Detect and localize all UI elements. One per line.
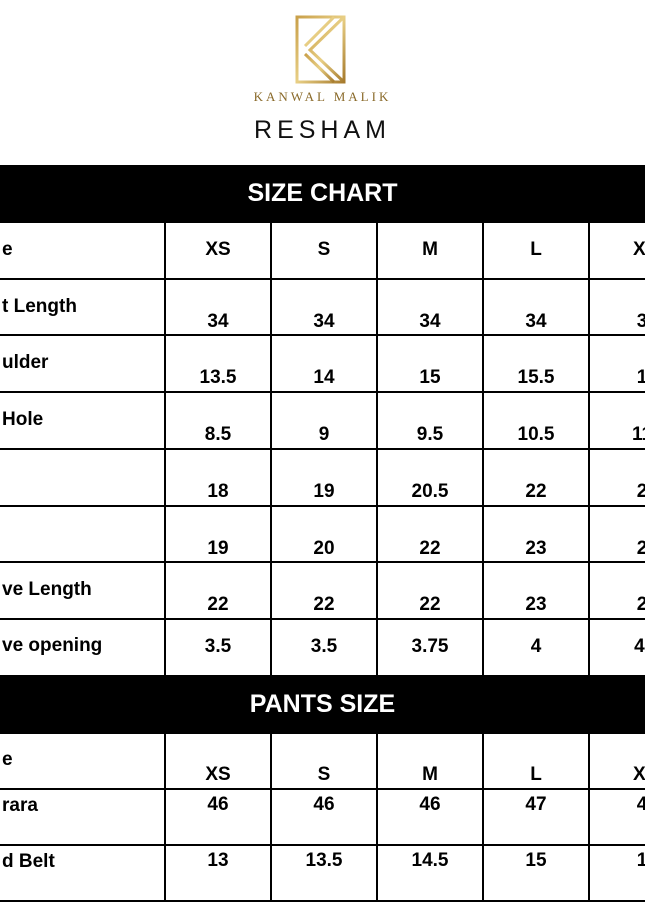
- row-label: ulder: [2, 352, 49, 374]
- cell-value: 13: [207, 850, 229, 871]
- row-line: [0, 674, 645, 677]
- cell-value: 1: [636, 850, 645, 871]
- col-line: [164, 733, 166, 901]
- row-line: [0, 447, 645, 450]
- column-header: M: [422, 764, 438, 785]
- row-line: [0, 617, 645, 620]
- cell-value: 19: [313, 480, 335, 502]
- cell-value: 2: [636, 537, 645, 559]
- row-label: t Length: [2, 295, 77, 317]
- cell-value: 13.5: [199, 367, 237, 389]
- cell-value: 34: [419, 310, 441, 332]
- cell-value: 4: [636, 794, 645, 815]
- cell-value: 23: [525, 594, 547, 616]
- column-header: L: [530, 239, 542, 260]
- cell-value: 14.5: [411, 850, 449, 871]
- cell-value: 22: [525, 480, 547, 502]
- col-line: [482, 222, 484, 676]
- column-header: L: [530, 764, 542, 785]
- cell-value: 22: [419, 537, 441, 559]
- cell-value: 22: [313, 594, 335, 616]
- cell-value: 19: [207, 537, 229, 559]
- row-label: rara: [2, 795, 38, 816]
- cell-value: 34: [313, 310, 335, 332]
- row-line: [0, 844, 645, 846]
- cell-value: 4: [530, 635, 542, 657]
- section-title: PANTS SIZE: [0, 676, 645, 733]
- row-line: [0, 732, 645, 734]
- row-line: [0, 504, 645, 507]
- cell-value: 46: [207, 794, 229, 815]
- cell-value: 15: [525, 850, 547, 871]
- cell-value: 15.5: [517, 367, 555, 389]
- col-line: [164, 222, 166, 676]
- row-label: ve Length: [2, 579, 92, 601]
- row-label: Hole: [2, 409, 44, 431]
- cell-value: 10.5: [517, 424, 555, 446]
- cell-value: 2: [636, 594, 645, 616]
- row-line: [0, 561, 645, 564]
- cell-value: 23: [525, 537, 547, 559]
- cell-value: 34: [207, 310, 229, 332]
- cell-value: 47: [525, 794, 547, 815]
- row-label: d Belt: [2, 851, 55, 872]
- cell-value: 15: [419, 367, 441, 389]
- column-header: S: [317, 764, 331, 785]
- brand-name: KANWAL MALIK: [253, 89, 392, 104]
- col-line: [270, 733, 272, 901]
- column-header: e: [2, 239, 13, 260]
- row-line: [0, 788, 645, 790]
- column-header: XS: [205, 764, 231, 785]
- column-header: M: [422, 239, 438, 260]
- cell-value: 3.5: [310, 635, 338, 657]
- cell-value: 22: [419, 594, 441, 616]
- cell-value: 3.5: [204, 635, 232, 657]
- cell-value: 20: [313, 537, 335, 559]
- cell-value: 14: [313, 367, 335, 389]
- row-line: [0, 900, 645, 902]
- cell-value: 4.: [634, 635, 645, 657]
- cell-value: 2: [636, 480, 645, 502]
- collection-name: RESHAM: [254, 116, 391, 144]
- cell-value: 46: [419, 794, 441, 815]
- row-line: [0, 334, 645, 337]
- cell-value: 20.5: [411, 480, 449, 502]
- row-line: [0, 391, 645, 394]
- col-line: [376, 733, 378, 901]
- col-line: [588, 733, 590, 901]
- cell-value: 22: [207, 594, 229, 616]
- cell-value: 3: [636, 310, 645, 332]
- column-header: e: [2, 749, 13, 770]
- cell-value: 46: [313, 794, 335, 815]
- col-line: [482, 733, 484, 901]
- row-label: ve opening: [2, 634, 103, 656]
- cell-value: 9.5: [416, 424, 444, 446]
- cell-value: 8.5: [204, 424, 232, 446]
- cell-value: 18: [207, 480, 229, 502]
- cell-value: 1: [636, 367, 645, 389]
- col-line: [588, 222, 590, 676]
- row-line: [0, 221, 645, 223]
- cell-value: 11: [631, 424, 645, 446]
- cell-value: 34: [525, 310, 547, 332]
- col-line: [376, 222, 378, 676]
- section-title: SIZE CHART: [0, 165, 645, 222]
- cell-value: 3.75: [411, 635, 449, 657]
- column-header: XS: [205, 239, 231, 260]
- cell-value: 9: [318, 424, 330, 446]
- column-header: S: [317, 239, 331, 260]
- col-line: [270, 222, 272, 676]
- logo: [295, 15, 346, 84]
- column-header: XI: [633, 239, 645, 260]
- column-header: XI: [633, 764, 645, 785]
- cell-value: 13.5: [305, 850, 343, 871]
- row-line: [0, 277, 645, 280]
